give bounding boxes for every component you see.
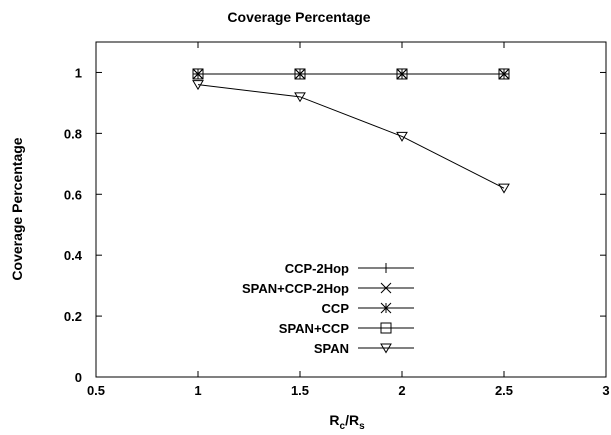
data-point-square: [192, 68, 204, 80]
legend-label: SPAN+CCP-2Hop: [242, 281, 349, 296]
legend-label: SPAN+CCP: [279, 321, 350, 336]
series-span: [192, 80, 510, 194]
x-axis-label-sep: /R: [345, 412, 359, 428]
legend-item-span-ccp: SPAN+CCP: [279, 321, 414, 336]
legend-label: CCP-2Hop: [285, 261, 349, 276]
data-point-star: [380, 302, 392, 314]
y-tick-label: 0.2: [64, 309, 82, 324]
x-axis-label: Rc/Rs: [329, 412, 365, 432]
data-point-triangle-down: [380, 343, 392, 354]
data-point-triangle-down: [498, 183, 510, 194]
y-tick-label: 0.8: [64, 126, 82, 141]
legend-label: SPAN: [314, 341, 349, 356]
data-point-square: [380, 322, 392, 334]
data-point-triangle-down: [294, 92, 306, 103]
data-point-cross: [380, 282, 392, 294]
data-point-triangle-down: [396, 131, 408, 142]
y-axis-label: Coverage Percentage: [9, 137, 25, 280]
x-tick-label: 1.5: [291, 383, 309, 398]
series-span-ccp: [192, 68, 510, 80]
data-point-square: [396, 68, 408, 80]
y-tick-label: 0.6: [64, 187, 82, 202]
data-point-square: [498, 68, 510, 80]
data-point-triangle-down: [192, 80, 204, 91]
legend: CCP-2Hop SPAN+CCP-2Hop CCP SPAN+CCP SPAN: [242, 261, 414, 356]
legend-item-ccp: CCP: [322, 301, 414, 316]
series-group: [192, 68, 510, 194]
x-tick-label: 2: [398, 383, 405, 398]
x-axis-label-sub1: c: [340, 421, 346, 432]
x-tick-label: 0.5: [87, 383, 105, 398]
x-tick-label: 2.5: [495, 383, 513, 398]
legend-label: CCP: [322, 301, 350, 316]
chart-title: Coverage Percentage: [227, 9, 370, 25]
x-axis-label-sub2: s: [359, 421, 365, 432]
y-tick-label: 1: [75, 65, 82, 80]
plot-frame: [95, 41, 607, 378]
y-tick-label: 0.4: [64, 248, 83, 263]
x-tick-label: 3: [602, 383, 609, 398]
y-tick-label: 0: [75, 370, 82, 385]
series-line-span: [197, 84, 505, 189]
legend-item-span-ccp-2hop: SPAN+CCP-2Hop: [242, 281, 414, 296]
data-point-square: [294, 68, 306, 80]
x-tick-label: 1: [194, 383, 201, 398]
x-axis-label-main: R: [329, 412, 339, 428]
axis-ticks: 0.5 1 1.5 2 2.5 3 0 0.2 0.4 0.6 0.8 1: [64, 42, 610, 398]
legend-item-span: SPAN: [314, 341, 414, 356]
data-point-plus: [381, 263, 391, 273]
legend-item-ccp-2hop: CCP-2Hop: [285, 261, 414, 276]
